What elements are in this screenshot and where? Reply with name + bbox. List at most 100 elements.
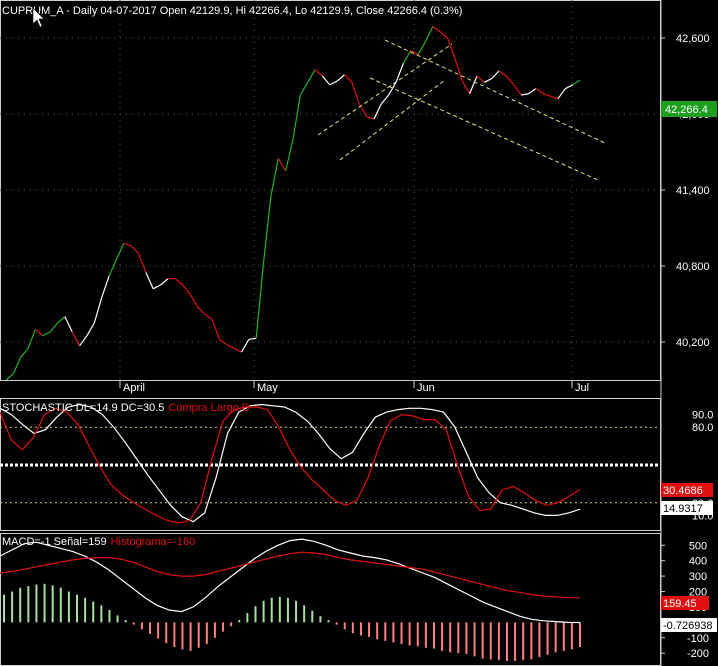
macd-y-tick-label: -200 [687,648,709,660]
macd-y-tick-label: 200 [689,587,707,599]
price-segment [446,37,456,59]
macd-signal-value: 159.45 [663,598,697,610]
price-segment [262,196,272,263]
price-segment [93,297,103,324]
price-segment [49,322,58,333]
macd-signal-badge: 159.45 [661,596,709,610]
macd-y-tick-label: 400 [689,556,707,568]
price-segment [402,50,412,64]
price-segment [123,242,132,247]
price-segment [424,26,434,43]
stoch-k-badge: 14.9317 [661,501,713,515]
x-tick-label-jul: Jul [575,382,589,394]
price-segment [189,293,198,307]
stoch-header-signal: Compra Largo D [168,402,249,414]
trend-channel-line [339,79,446,161]
last-price-value: 42,266.4 [665,104,708,116]
price-segment [321,75,331,86]
price-segment [211,318,220,340]
price-segment [417,41,426,55]
price-segment [461,80,471,95]
price-segment [160,278,169,286]
price-y-tick-label: 41,400 [676,185,710,197]
price-segment [410,50,419,55]
last-price-badge: 42,266.4 [661,101,717,117]
x-tick-label-jun: Jun [417,382,435,394]
macd-y-tick-label: 500 [689,540,707,552]
price-segment [351,82,360,105]
macd-header-hist: Histograma=-160 [111,536,196,548]
trend-channel-line [384,39,606,144]
macd-line-badge: -0.726938 [661,618,717,632]
price-segment [535,88,544,95]
price-segment [521,93,529,96]
price-segment [469,75,478,94]
price-segment [182,284,191,295]
price-segment [20,347,29,358]
price-segment [101,275,110,298]
macd-series-macd [0,538,581,624]
price-segment [12,356,22,374]
price-y-tick-label: 40,200 [676,337,710,349]
price-segment [130,245,139,254]
macd-y-ticks: 500400300200100-100-200 [661,540,709,660]
macd-series [0,538,581,624]
price-segment [484,78,492,83]
price-grid [0,0,660,380]
price-segment [432,26,441,33]
price-segment [299,82,309,96]
price-segment [277,158,287,172]
stoch-series [0,403,581,524]
price-segment [373,103,382,120]
macd-y-tick-label: -100 [687,633,709,645]
stoch-d-value: 30.4686 [663,485,703,497]
stoch-header-main: STOCHASTIC DL=14.9 DC=30.5 [2,402,164,414]
stoch-grid [0,426,660,504]
price-segment [27,329,36,349]
macd-panel-frame [0,533,661,666]
price-segment [174,278,184,286]
price-segment [71,331,81,347]
price-header: CUPRUM_A - Daily 04-07-2017 Open 42129.9… [2,5,462,17]
price-segment [292,94,301,140]
price-x-ticks: April May Jun Jul [119,380,589,394]
macd-header: MACD=-1 Señal=159 Histograma=-160 [2,536,195,548]
macd-series-signal [0,551,581,599]
price-segment [270,158,279,197]
price-segment [439,31,448,39]
stoch-y-tick-label: 90.0 [692,410,713,422]
price-segment [344,74,353,83]
price-segment [79,335,88,347]
price-segment [108,259,117,277]
price-y-tick-label: 40,800 [676,261,710,273]
price-segment [226,344,235,349]
price-segment [35,328,44,337]
x-tick-label-may: May [257,382,278,394]
price-segment [255,262,265,339]
price-segment [57,316,66,324]
panel-frames [0,0,661,666]
price-segment [329,80,338,86]
stoch-k-value: 14.9317 [663,503,703,515]
price-segment [366,115,375,120]
price-segment [240,339,250,353]
stoch-y-tick-label: 80.0 [692,422,713,434]
price-segment [152,284,161,290]
price-series [5,26,581,381]
channel-lines [317,39,606,181]
price-segment [219,338,228,346]
price-segment [115,242,125,260]
price-segment [505,75,515,86]
price-segment [572,79,581,86]
macd-histogram [3,583,581,661]
price-segment [543,93,551,97]
price-segment [64,316,73,333]
price-segment [233,347,242,353]
price-segment [248,337,257,341]
price-segment [137,253,147,273]
price-segment [528,88,537,95]
price-segment [314,69,323,77]
stoch-series-dc [0,406,581,524]
